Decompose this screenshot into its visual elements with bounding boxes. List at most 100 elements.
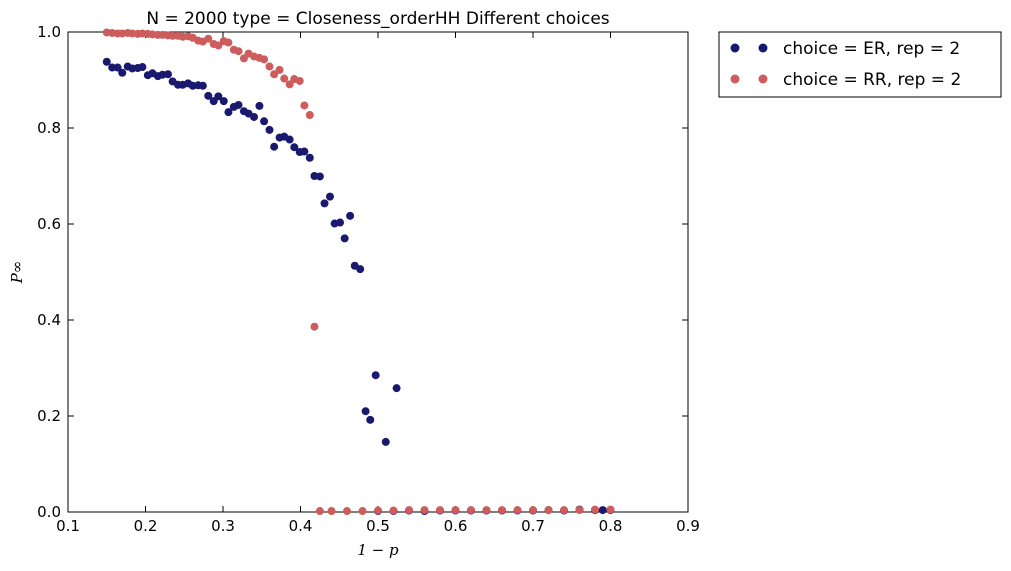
y-tick-label: 0.8 [37, 119, 61, 137]
data-point [224, 38, 233, 47]
data-point [214, 92, 223, 101]
legend: choice = ER, rep = 2 choice = RR, rep = … [718, 31, 1002, 98]
x-tick-label: 0.2 [134, 517, 158, 535]
data-point [389, 506, 398, 515]
data-point [310, 322, 319, 331]
data-point [606, 505, 615, 514]
data-point [498, 506, 506, 515]
data-point [305, 153, 314, 162]
legend-marker-er [730, 43, 740, 53]
data-point [591, 505, 599, 514]
data-point [405, 506, 413, 515]
x-tick-label: 0.1 [56, 517, 80, 535]
series-1 [102, 28, 615, 516]
y-tick-label: 0.0 [37, 503, 61, 521]
data-point [219, 97, 228, 106]
data-point [346, 211, 355, 220]
data-point [374, 506, 382, 515]
legend-label-rr: choice = RR, rep = 2 [783, 70, 961, 90]
y-tick-label: 0.6 [37, 215, 61, 233]
data-point [327, 507, 336, 516]
data-point [113, 63, 122, 72]
legend-marker-rr [758, 74, 768, 84]
data-point [315, 507, 324, 516]
x-tick-label: 0.8 [599, 517, 623, 535]
data-point [204, 91, 213, 100]
data-point [392, 384, 401, 393]
data-point [285, 135, 294, 144]
data-point [575, 506, 584, 515]
x-axis-label: 1 − p [357, 541, 399, 559]
data-point [343, 507, 351, 516]
x-tick-label: 0.6 [444, 517, 468, 535]
data-point [265, 62, 274, 71]
data-point [250, 112, 258, 121]
data-point [560, 506, 568, 515]
data-point [325, 192, 334, 201]
data-point [300, 147, 309, 156]
y-axis-label: P∞ [8, 261, 26, 285]
legend-marker-rr [730, 74, 740, 84]
y-axis: 0.0 0.2 0.4 0.6 0.8 1.0 [37, 23, 688, 521]
data-point [358, 507, 367, 516]
data-point [451, 506, 460, 515]
data-point [544, 506, 553, 515]
data-point [270, 142, 279, 151]
y-tick-label: 1.0 [37, 23, 61, 41]
data-point [467, 506, 475, 515]
data-point [529, 506, 537, 515]
data-point [305, 111, 314, 120]
data-point [290, 143, 299, 152]
legend-marker-er [758, 43, 768, 53]
x-tick-label: 0.5 [366, 517, 390, 535]
data-point [315, 172, 324, 181]
data-point [204, 34, 213, 43]
data-point [255, 101, 264, 110]
data-points [102, 28, 615, 516]
x-tick-label: 0.9 [676, 517, 700, 535]
data-point [436, 506, 444, 515]
data-point [366, 415, 375, 424]
data-point [513, 506, 522, 515]
data-point [371, 371, 380, 380]
y-tick-label: 0.2 [37, 407, 61, 425]
y-tick-label: 0.4 [37, 311, 61, 329]
data-point [356, 265, 365, 274]
data-point [234, 100, 243, 109]
plot-frame [67, 31, 689, 513]
data-point [234, 47, 243, 56]
data-point [598, 506, 607, 515]
data-point [163, 70, 172, 79]
data-point [198, 81, 207, 90]
data-point [295, 76, 304, 85]
chart-title: N = 2000 type = Closeness_orderHH Differ… [146, 9, 609, 29]
data-point [361, 407, 370, 416]
data-point [420, 506, 429, 515]
data-point [320, 199, 329, 208]
data-point [300, 101, 309, 110]
legend-label-er: choice = ER, rep = 2 [783, 39, 960, 59]
legend-box [718, 31, 1002, 98]
data-point [138, 63, 147, 72]
data-point [275, 65, 284, 74]
data-point [340, 234, 349, 243]
data-point [265, 125, 274, 134]
data-point [280, 74, 289, 83]
data-point [224, 108, 233, 117]
x-tick-label: 0.4 [289, 517, 313, 535]
legend-entry-er: choice = ER, rep = 2 [730, 39, 960, 59]
data-point [102, 57, 111, 66]
data-point [482, 506, 491, 515]
data-point [336, 218, 345, 227]
legend-entry-rr: choice = RR, rep = 2 [730, 70, 961, 90]
data-point [260, 55, 269, 64]
data-point [118, 68, 127, 77]
data-point [260, 117, 269, 126]
data-point [381, 437, 390, 446]
x-tick-label: 0.7 [521, 517, 545, 535]
plot-area: 0.1 0.2 0.3 0.4 0.5 0.6 0.7 0.8 0.9 0.0 0.2 0.4 0.6… [37, 23, 700, 535]
data-point [270, 70, 279, 79]
x-tick-label: 0.3 [211, 517, 235, 535]
data-point [214, 41, 223, 50]
